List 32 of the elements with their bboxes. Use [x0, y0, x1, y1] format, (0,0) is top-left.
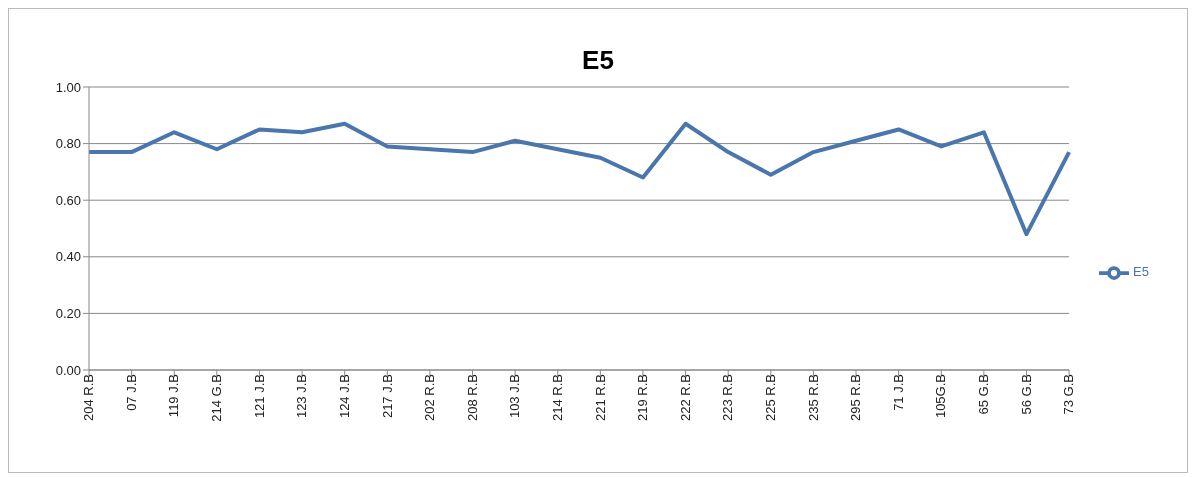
x-tick-label: 73 G.B — [1061, 374, 1077, 415]
x-tick-label: 214 G.B — [209, 374, 225, 422]
x-tick-label: 103 J.B — [507, 374, 523, 419]
x-tick-label: 214 R.B — [549, 374, 565, 421]
chart-title: E5 — [581, 44, 615, 75]
x-tick-label: 225 R.B — [763, 374, 779, 421]
legend-label: E5 — [1133, 263, 1149, 279]
x-tick-label: 222 R.B — [677, 374, 693, 421]
x-tick-label: 208 R.B — [464, 374, 480, 421]
y-tick-label: 0.40 — [55, 249, 81, 265]
x-tick-label: 105G.B — [933, 374, 949, 419]
x-tick-label: 119 J.B — [166, 374, 182, 418]
x-tick-label: 219 R.B — [635, 374, 651, 421]
x-tick-label: 217 J.B — [379, 374, 395, 419]
y-tick-label: 0.00 — [55, 362, 81, 378]
x-tick-label: 204 R.B — [81, 374, 97, 421]
y-tick-label: 0.60 — [55, 192, 81, 208]
y-tick-label: 0.80 — [55, 136, 81, 152]
y-tick-label: 0.20 — [55, 306, 81, 322]
y-tick-label: 1.00 — [55, 79, 81, 95]
x-tick-label: 123 J.B — [294, 374, 310, 419]
x-tick-label: 65 G.B — [976, 374, 992, 415]
x-tick-label: 71 J.B — [890, 374, 906, 411]
x-tick-label: 56 G.B — [1018, 374, 1034, 415]
x-tick-label: 202 R.B — [422, 374, 438, 421]
x-tick-label: 124 J.B — [336, 374, 352, 419]
x-tick-label: 295 R.B — [848, 374, 864, 421]
x-tick-label: 221 R.B — [592, 374, 608, 421]
x-tick-label: 223 R.B — [720, 374, 736, 421]
x-tick-label: 07 J.B — [123, 374, 139, 411]
x-tick-label: 121 J.B — [251, 374, 267, 419]
x-tick-label: 235 R.B — [805, 374, 821, 421]
